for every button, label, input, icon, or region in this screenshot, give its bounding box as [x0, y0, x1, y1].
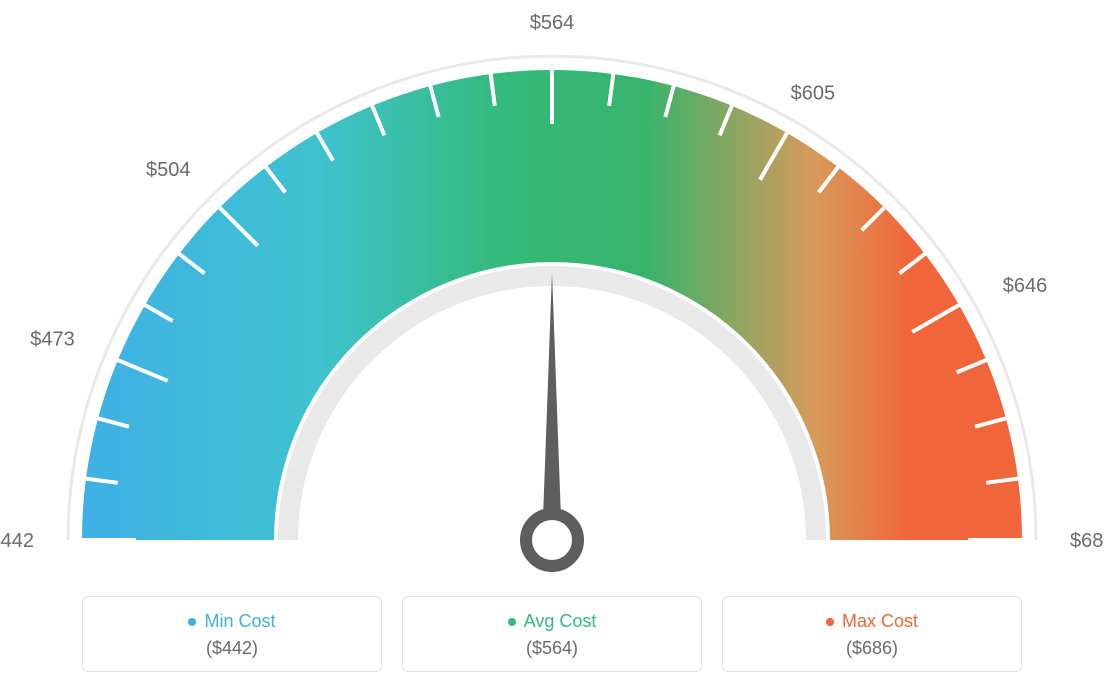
dot-icon — [188, 618, 196, 626]
legend-label: Max Cost — [842, 611, 918, 632]
svg-text:$564: $564 — [530, 12, 575, 34]
cost-gauge-container: $442 $473 $504 $564 $605 $646 $686 Min Cost ($… — [0, 0, 1104, 690]
legend-value-avg: ($564) — [403, 638, 701, 659]
legend-value-max: ($686) — [723, 638, 1021, 659]
dot-icon — [826, 618, 834, 626]
gauge-chart: $442 $473 $504 $564 $605 $646 $686 — [0, 0, 1104, 580]
svg-text:$605: $605 — [791, 83, 836, 105]
legend-value-min: ($442) — [83, 638, 381, 659]
dot-icon — [508, 618, 516, 626]
svg-text:$504: $504 — [146, 159, 191, 181]
svg-text:$686: $686 — [1070, 530, 1104, 552]
svg-text:$646: $646 — [1003, 275, 1048, 297]
legend-title-avg: Avg Cost — [508, 611, 597, 632]
legend-label: Avg Cost — [524, 611, 597, 632]
legend-card-avg: Avg Cost ($564) — [402, 596, 702, 672]
legend-card-max: Max Cost ($686) — [722, 596, 1022, 672]
legend-title-min: Min Cost — [188, 611, 275, 632]
svg-text:$473: $473 — [30, 329, 75, 351]
legend-row: Min Cost ($442) Avg Cost ($564) Max Cost… — [0, 596, 1104, 672]
legend-card-min: Min Cost ($442) — [82, 596, 382, 672]
gauge-svg: $442 $473 $504 $564 $605 $646 $686 — [0, 0, 1104, 580]
legend-title-max: Max Cost — [826, 611, 918, 632]
legend-label: Min Cost — [204, 611, 275, 632]
svg-text:$442: $442 — [0, 530, 34, 552]
